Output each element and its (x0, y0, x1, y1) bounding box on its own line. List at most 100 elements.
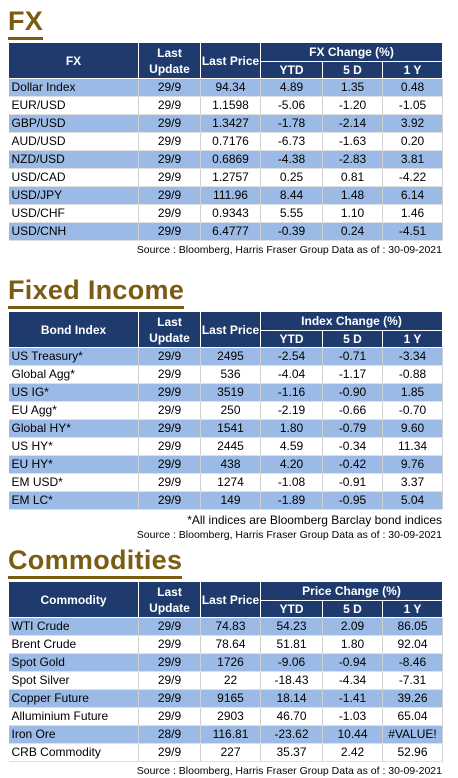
cell-price: 149 (200, 491, 261, 510)
cell-price: 2495 (200, 347, 261, 366)
cell-ytd: -9.06 (260, 653, 323, 672)
commodities-header-last-update: Last Update (138, 581, 201, 618)
cell-price: 1.1598 (200, 96, 261, 115)
cell-name: CRB Commodity (8, 743, 139, 762)
cell-d5: -2.14 (322, 114, 383, 133)
cell-y1: 39.26 (382, 689, 443, 708)
table-row: Copper Future 29/9 9165 18.14 -1.41 39.26 (8, 689, 443, 708)
cell-y1: 6.14 (382, 186, 444, 205)
cell-name: NZD/USD (8, 150, 139, 169)
cell-update: 29/9 (138, 186, 201, 205)
cell-update: 29/9 (138, 635, 201, 654)
cell-d5: 1.48 (322, 186, 383, 205)
table-row: Iron Ore 28/9 116.81 -23.62 10.44 #VALUE! (8, 725, 443, 744)
table-row: EUR/USD 29/9 1.1598 -5.06 -1.20 -1.05 (8, 96, 444, 115)
cell-ytd: -0.39 (260, 222, 323, 241)
table-row: GBP/USD 29/9 1.3427 -1.78 -2.14 3.92 (8, 114, 444, 133)
cell-d5: 2.09 (322, 617, 383, 636)
cell-update: 29/9 (138, 455, 201, 474)
cell-name: USD/CHF (8, 204, 139, 223)
table-row: EM USD* 29/9 1274 -1.08 -0.91 3.37 (8, 473, 444, 492)
fx-header-name: FX (8, 42, 139, 79)
table-row: Alluminium Future 29/9 2903 46.70 -1.03 65.04 (8, 707, 443, 726)
commodities-header-ytd: YTD (260, 600, 323, 618)
fx-title: FX (8, 6, 44, 40)
cell-price: 116.81 (200, 725, 261, 744)
cell-y1: -0.88 (382, 365, 444, 384)
cell-d5: 1.10 (322, 204, 383, 223)
cell-ytd: 4.89 (260, 78, 323, 97)
cell-price: 3519 (200, 383, 261, 402)
fixed-income-header-name: Bond Index (8, 311, 139, 348)
cell-update: 29/9 (138, 383, 201, 402)
cell-price: 111.96 (200, 186, 261, 205)
cell-price: 2903 (200, 707, 261, 726)
fx-section: FX FX Last Update Last Price FX Change (… (8, 6, 444, 257)
fixed-income-note: *All indices are Bloomberg Barclay bond … (187, 513, 442, 527)
cell-d5: 2.42 (322, 743, 383, 762)
fixed-income-section: Fixed Income Bond Index Last Update Last… (8, 275, 444, 542)
cell-name: AUD/USD (8, 132, 139, 151)
cell-y1: 9.60 (382, 419, 444, 438)
cell-y1: #VALUE! (382, 725, 443, 744)
table-row: Brent Crude 29/9 78.64 51.81 1.80 92.04 (8, 635, 443, 654)
cell-update: 29/9 (138, 401, 201, 420)
cell-update: 29/9 (138, 96, 201, 115)
commodities-header-5d: 5 D (322, 600, 383, 618)
cell-y1: 86.05 (382, 617, 443, 636)
fixed-income-table: Bond Index Last Update Last Price Index … (8, 311, 444, 510)
cell-update: 29/9 (138, 78, 201, 97)
cell-ytd: 54.23 (260, 617, 323, 636)
fx-table: FX Last Update Last Price FX Change (%) … (8, 42, 444, 241)
cell-update: 29/9 (138, 473, 201, 492)
cell-price: 1541 (200, 419, 261, 438)
cell-y1: 5.04 (382, 491, 444, 510)
fx-header-last-update: Last Update (138, 42, 201, 79)
cell-d5: -0.42 (322, 455, 383, 474)
cell-price: 1.3427 (200, 114, 261, 133)
table-row: Global Agg* 29/9 536 -4.04 -1.17 -0.88 (8, 365, 444, 384)
table-row: WTI Crude 29/9 74.83 54.23 2.09 86.05 (8, 617, 443, 636)
cell-y1: 65.04 (382, 707, 443, 726)
cell-ytd: 4.20 (260, 455, 323, 474)
cell-price: 0.9343 (200, 204, 261, 223)
cell-price: 2445 (200, 437, 261, 456)
cell-y1: 1.46 (382, 204, 444, 223)
table-row: EU Agg* 29/9 250 -2.19 -0.66 -0.70 (8, 401, 444, 420)
cell-d5: -0.90 (322, 383, 383, 402)
cell-ytd: 5.55 (260, 204, 323, 223)
cell-price: 250 (200, 401, 261, 420)
cell-update: 29/9 (138, 689, 201, 708)
commodities-header-change-group: Price Change (%) (260, 581, 443, 601)
table-row: CRB Commodity 29/9 227 35.37 2.42 52.96 (8, 743, 443, 762)
cell-name: USD/JPY (8, 186, 139, 205)
cell-ytd: -4.04 (260, 365, 323, 384)
cell-y1: 1.85 (382, 383, 444, 402)
cell-price: 536 (200, 365, 261, 384)
cell-y1: -0.70 (382, 401, 444, 420)
cell-ytd: 51.81 (260, 635, 323, 654)
cell-ytd: -5.06 (260, 96, 323, 115)
cell-ytd: -1.78 (260, 114, 323, 133)
cell-update: 29/9 (138, 653, 201, 672)
cell-ytd: -6.73 (260, 132, 323, 151)
table-row: NZD/USD 29/9 0.6869 -4.38 -2.83 3.81 (8, 150, 444, 169)
commodities-title: Commodities (8, 545, 183, 579)
commodities-source: Source : Bloomberg, Harris Fraser Group … (136, 765, 442, 777)
cell-name: US HY* (8, 437, 139, 456)
cell-ytd: 8.44 (260, 186, 323, 205)
table-row: EM LC* 29/9 149 -1.89 -0.95 5.04 (8, 491, 444, 510)
cell-name: Brent Crude (8, 635, 139, 654)
commodities-header-name: Commodity (8, 581, 139, 618)
table-row: USD/CAD 29/9 1.2757 0.25 0.81 -4.22 (8, 168, 444, 187)
cell-name: Global HY* (8, 419, 139, 438)
cell-d5: -0.79 (322, 419, 383, 438)
cell-update: 29/9 (138, 671, 201, 690)
cell-name: Alluminium Future (8, 707, 139, 726)
cell-y1: 52.96 (382, 743, 443, 762)
cell-ytd: -2.54 (260, 347, 323, 366)
table-row: AUD/USD 29/9 0.7176 -6.73 -1.63 0.20 (8, 132, 444, 151)
cell-update: 29/9 (138, 114, 201, 133)
cell-d5: -0.34 (322, 437, 383, 456)
cell-ytd: -4.38 (260, 150, 323, 169)
